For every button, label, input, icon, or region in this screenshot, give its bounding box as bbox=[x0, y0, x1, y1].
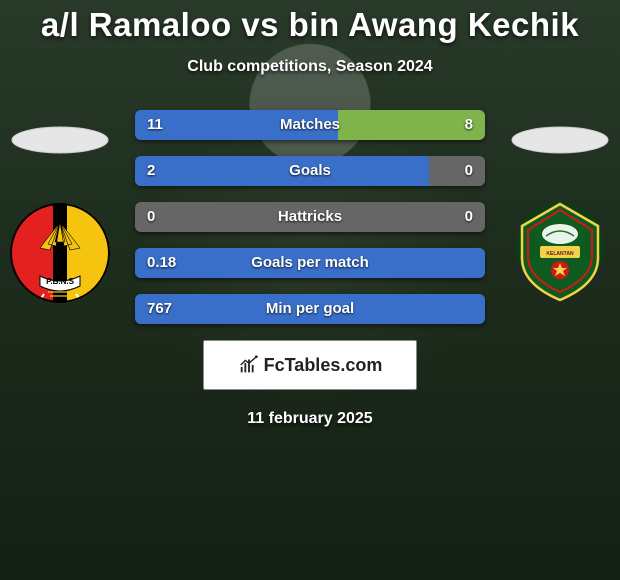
stat-row: 0.18Goals per match bbox=[135, 248, 485, 278]
stat-label: Min per goal bbox=[135, 294, 485, 324]
stat-row: 118Matches bbox=[135, 110, 485, 140]
stat-row: 00Hattricks bbox=[135, 202, 485, 232]
subtitle: Club competitions, Season 2024 bbox=[0, 58, 620, 76]
player-silhouette-icon bbox=[510, 124, 610, 156]
svg-text:P.B.N.S: P.B.N.S bbox=[46, 277, 75, 286]
player-right: KELANTAN bbox=[500, 124, 620, 306]
player-silhouette-icon bbox=[10, 124, 110, 156]
content-wrapper: a/l Ramaloo vs bin Awang Kechik Club com… bbox=[0, 0, 620, 580]
stat-label: Goals per match bbox=[135, 248, 485, 278]
branding-text: FcTables.com bbox=[264, 355, 383, 376]
stat-label: Goals bbox=[135, 156, 485, 186]
stat-label: Matches bbox=[135, 110, 485, 140]
branding-logo[interactable]: FcTables.com bbox=[203, 340, 417, 390]
stat-row: 20Goals bbox=[135, 156, 485, 186]
stat-row: 767Min per goal bbox=[135, 294, 485, 324]
club-crest-left: P.B.N.S bbox=[10, 200, 110, 306]
svg-text:KELANTAN: KELANTAN bbox=[546, 251, 574, 257]
player-left: P.B.N.S bbox=[0, 124, 120, 306]
stat-label: Hattricks bbox=[135, 202, 485, 232]
footer-date: 11 february 2025 bbox=[0, 410, 620, 428]
stats-panel: 118Matches 20Goals 00Hattricks 0.18Goals pe… bbox=[135, 110, 485, 324]
chart-icon bbox=[238, 354, 260, 376]
club-crest-right: KELANTAN bbox=[510, 200, 610, 306]
page-title: a/l Ramaloo vs bin Awang Kechik bbox=[0, 6, 620, 44]
